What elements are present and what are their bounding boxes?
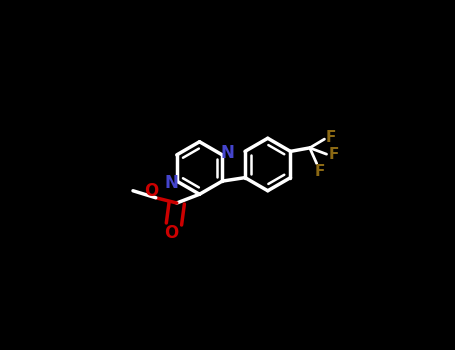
Text: N: N — [221, 144, 234, 162]
Text: F: F — [314, 164, 325, 179]
Text: F: F — [329, 147, 339, 162]
Text: N: N — [165, 174, 178, 192]
Text: O: O — [144, 182, 159, 201]
Text: F: F — [325, 130, 336, 145]
Text: O: O — [164, 224, 178, 242]
